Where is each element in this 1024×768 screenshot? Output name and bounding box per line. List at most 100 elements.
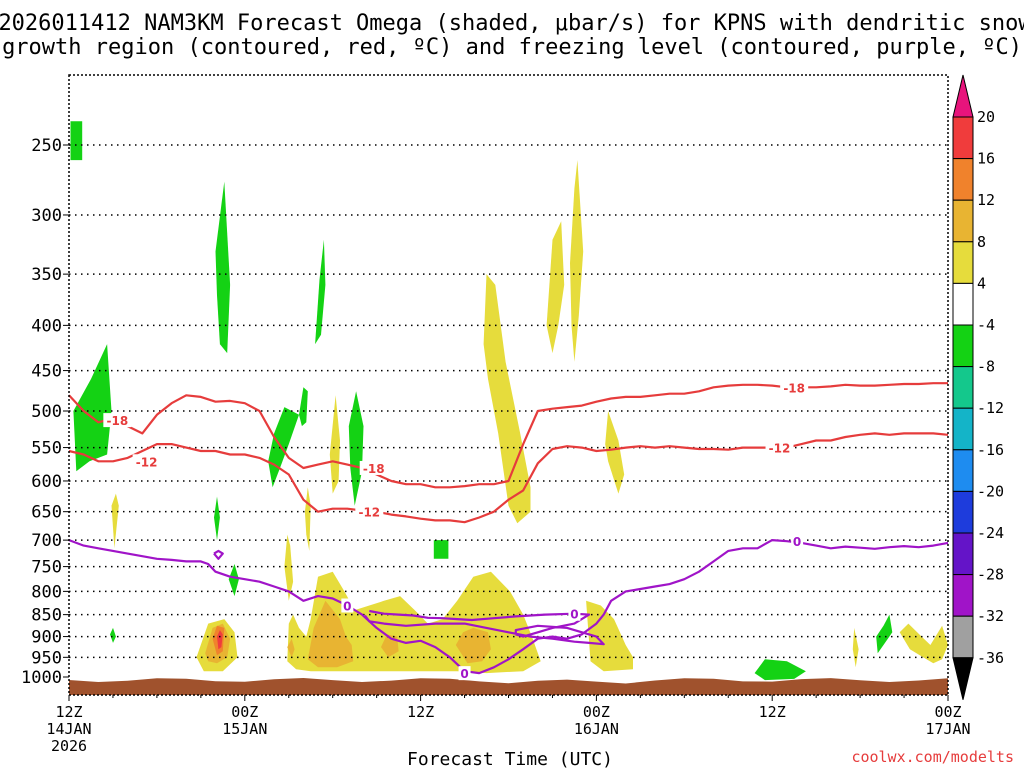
contour-label-bg [355, 504, 384, 519]
y-tick-label: 900 [31, 628, 62, 648]
contour-label-bg [780, 380, 809, 395]
contour-label: -18 [363, 462, 385, 476]
x-tick-label: 12Z [759, 703, 786, 721]
colorbar-bin [952, 282, 974, 326]
colorbar-label: -12 [977, 399, 1004, 417]
colorbar-label: 12 [977, 191, 995, 209]
y-tick-label: 800 [31, 582, 62, 602]
y-axis: 2503003504004505005506006507007508008509… [21, 136, 69, 688]
omega-region [570, 160, 584, 362]
chart-title-line1: 2026011412 NAM3KM Forecast Omega (shaded… [0, 11, 1024, 36]
colorbar-label: 16 [977, 150, 995, 168]
omega-region [73, 344, 112, 472]
colorbar-label: 4 [977, 274, 986, 292]
contour-label: -12 [358, 506, 380, 520]
contour-freezing-blob [213, 549, 224, 560]
contour-label: 0 [460, 667, 468, 681]
x-tick-label: 12Z [55, 703, 82, 721]
contour-label-bg [103, 413, 132, 428]
colorbar-label: -24 [977, 524, 1004, 542]
y-tick-label: 700 [31, 531, 62, 551]
colorbar: 20 16 12 8 4 -4 -8 -12 -16 -20 -24 -28 -32 -36 [952, 74, 1004, 700]
contour-label-bg [359, 460, 388, 475]
colorbar-label: -16 [977, 441, 1004, 459]
x-tick-label: 2026 [51, 737, 87, 755]
x-tick-label: 00Z [231, 703, 258, 721]
contour-label: 0 [343, 599, 351, 613]
colorbar-label: -36 [977, 649, 1004, 667]
y-tick-label: 550 [31, 439, 62, 459]
x-axis-label: Forecast Time (UTC) [407, 749, 613, 768]
omega-region [217, 630, 223, 650]
y-tick-label: 400 [31, 316, 62, 336]
colorbar-label: -4 [977, 316, 995, 334]
colorbar-bin [952, 324, 974, 368]
omega-region [70, 121, 83, 161]
contour-label-bg [568, 606, 581, 621]
colorbar-label: -28 [977, 566, 1004, 584]
omega-region [852, 627, 859, 668]
contour-freezing-level-loop [364, 609, 605, 646]
y-tick-label: 750 [31, 558, 62, 578]
contour-label: -18 [783, 381, 805, 395]
colorbar-bin [952, 490, 974, 534]
contour-label: -12 [136, 455, 158, 469]
omega-region [483, 274, 531, 524]
omega-region [268, 407, 299, 488]
contour-label: -18 [107, 414, 129, 428]
omega-region [228, 564, 239, 597]
omega-region [876, 614, 893, 654]
x-tick-label: 00Z [583, 703, 610, 721]
colorbar-label: 8 [977, 233, 986, 251]
chart-title-line2: growth region (contoured, red, ºC) and f… [2, 35, 1022, 60]
y-tick-label: 500 [31, 402, 62, 422]
colorbar-bin [952, 615, 974, 659]
y-tick-label: 300 [31, 206, 62, 226]
credit-text: coolwx.com/modelts [851, 748, 1014, 766]
omega-region [348, 391, 364, 506]
omega-region [546, 221, 565, 354]
plot-frame [68, 74, 949, 696]
x-tick-label: 00Z [934, 703, 961, 721]
x-tick-label: 14JAN [46, 720, 91, 738]
y-tick-label: 600 [31, 472, 62, 492]
colorbar-label: -20 [977, 482, 1004, 500]
colorbar-label: -8 [977, 358, 995, 376]
contour-dgz-minus12 [68, 432, 949, 524]
y-tick-label: 450 [31, 362, 62, 382]
plot-area: -18 -18 -18 -12 -12 -12 0 0 0 0 [68, 74, 949, 696]
colorbar-bin [952, 532, 974, 576]
contour-label: -12 [769, 442, 791, 456]
omega-shading [70, 121, 948, 681]
omega-region [110, 627, 116, 643]
contour-label-bg [791, 534, 804, 549]
omega-region [315, 239, 326, 345]
y-tick-label: 950 [31, 648, 62, 668]
contour-label-bg [765, 440, 794, 455]
colorbar-bin [952, 158, 974, 201]
omega-region [299, 387, 308, 427]
contour-label-bg [341, 598, 354, 613]
omega-region [214, 496, 220, 541]
colorbar-bin [952, 574, 974, 617]
y-tick-label: 250 [31, 136, 62, 156]
omega-region [307, 600, 354, 668]
contour-label: 0 [793, 535, 801, 549]
x-tick-label: 12Z [407, 703, 434, 721]
omega-region [605, 411, 625, 494]
y-tick-label: 1000 [21, 668, 62, 688]
contour-label-bg [132, 454, 161, 469]
colorbar-bin [952, 241, 974, 284]
omega-region [287, 638, 295, 658]
omega-region [433, 540, 449, 559]
contour-label-bg [458, 666, 471, 681]
colorbar-label: 20 [977, 108, 995, 126]
x-tick-label: 16JAN [574, 720, 619, 738]
colorbar-bin [952, 366, 974, 409]
colorbar-bin [952, 116, 974, 160]
x-tick-label: 17JAN [925, 720, 970, 738]
y-tick-label: 350 [31, 265, 62, 285]
colorbar-top-arrow [952, 74, 974, 118]
